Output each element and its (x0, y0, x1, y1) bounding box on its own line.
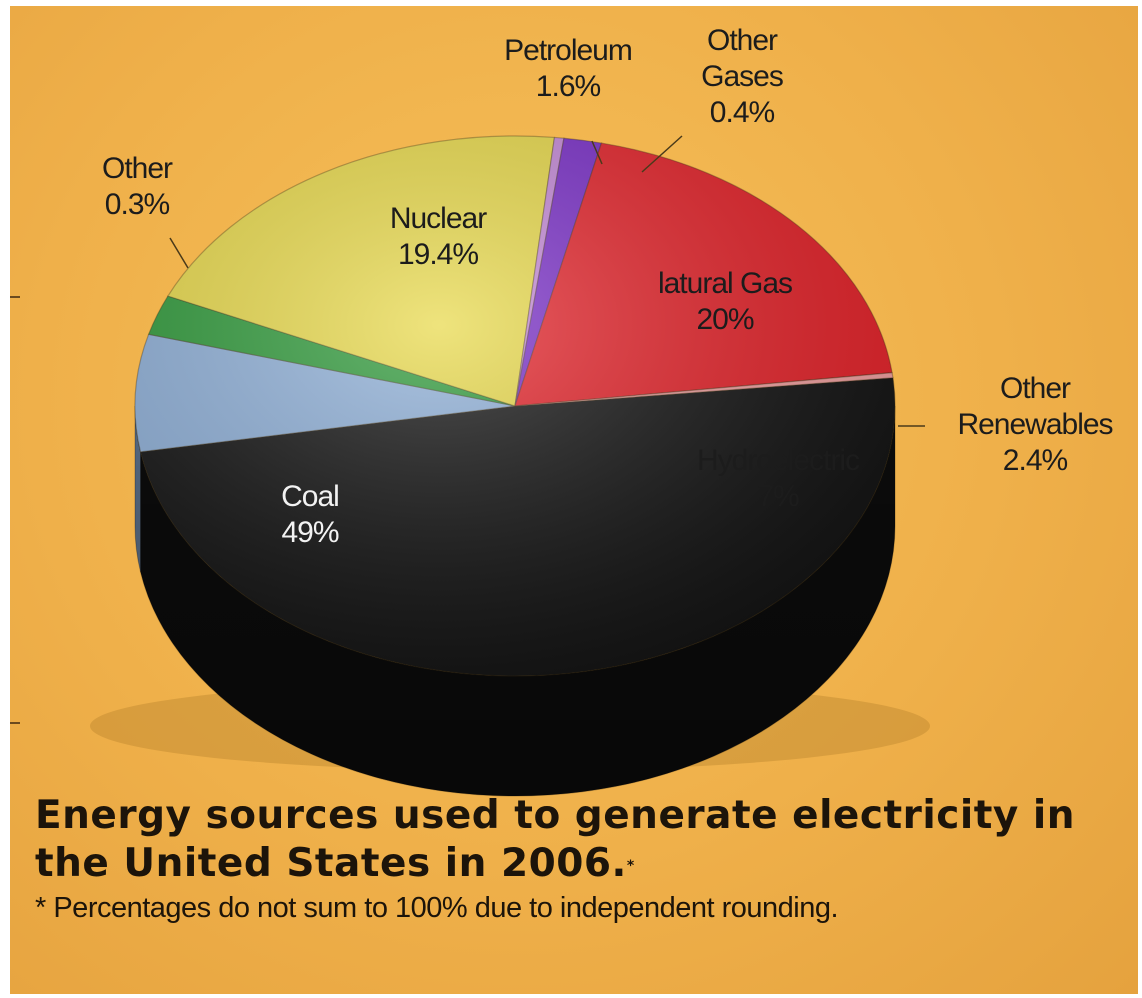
leader-lines (169, 135, 925, 427)
pie-wall-shading (135, 406, 895, 796)
slice-value-other-renewables: 2.4% (1003, 444, 1068, 477)
slice-value-hydroelectric: 7% (757, 480, 799, 513)
slice-label-nuclear: Nuclear 19.4% (390, 202, 487, 271)
slice-name-natural-gas: latural Gas (658, 267, 792, 300)
slice-label-other-gases: Other Gases 0.4% (701, 24, 783, 129)
chart-footnote: * Percentages do not sum to 100% due to … (35, 892, 839, 924)
pie-chart: Coal 49%Hydroelectric 7%Other Renewables 2.4… (90, 24, 1114, 797)
slice-name-other-gases: Other (707, 24, 778, 57)
slice-value-nuclear: 19.4% (398, 238, 478, 271)
pie-slices (134, 135, 896, 677)
slice-label-petroleum: Petroleum 1.6% (504, 34, 632, 103)
slice-label-other-renewables: Other Renewables 2.4% (957, 372, 1112, 477)
slice-name-other: Other (102, 152, 173, 185)
slice-value-other-gases: 0.4% (710, 96, 775, 129)
slice-labels: Coal 49%Hydroelectric 7%Other Renewables 2.4… (102, 24, 1114, 549)
chart-title: Energy sources used to generate electric… (35, 793, 1076, 886)
slice-name-petroleum: Petroleum (504, 34, 632, 67)
slice-label-coal: Coal 49% (281, 480, 339, 549)
slice-value-other: 0.3% (105, 188, 170, 221)
chart-panel: Coal 49% Hydroelectric 7% Other Renewables 2.4… (10, 6, 1138, 994)
title-footnote-marker: * (626, 858, 635, 874)
slice-name-other-renewables: Other (1000, 372, 1071, 405)
slice-value-natural-gas: 20% (696, 303, 753, 336)
leader-line-other (169, 237, 189, 269)
slice-label-other: Other 0.3% (102, 152, 173, 221)
leader-line-other-gases (641, 135, 683, 173)
slice-name-other-renewables: Renewables (957, 408, 1112, 441)
slice-label-natural-gas: latural Gas 20% (658, 267, 792, 336)
slice-value-petroleum: 1.6% (536, 70, 601, 103)
slice-name-coal: Coal (281, 480, 339, 513)
slice-name-hydroelectric: Hydroelectric (697, 444, 860, 477)
slice-name-other-gases: Gases (701, 60, 783, 93)
leader-line-petroleum (591, 140, 603, 165)
slice-value-coal: 49% (281, 516, 338, 549)
panel-edge-line (10, 722, 20, 724)
slice-label-hydroelectric: Hydroelectric 7% (697, 444, 860, 513)
slice-name-nuclear: Nuclear (390, 202, 487, 235)
panel-edge-line (10, 296, 20, 298)
